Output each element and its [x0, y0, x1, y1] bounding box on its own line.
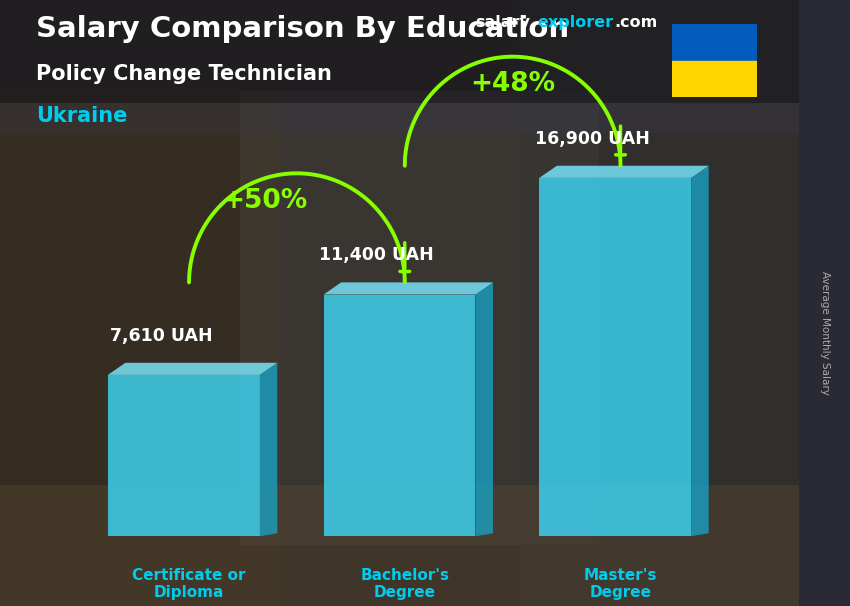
- Bar: [672, 24, 756, 61]
- Polygon shape: [539, 178, 691, 536]
- Text: 16,900 UAH: 16,900 UAH: [535, 130, 650, 148]
- Text: salary: salary: [475, 15, 530, 30]
- Text: +48%: +48%: [470, 71, 555, 97]
- Text: Bachelor's
Degree: Bachelor's Degree: [360, 568, 450, 600]
- Text: Policy Change Technician: Policy Change Technician: [36, 64, 332, 84]
- Polygon shape: [324, 282, 493, 295]
- Text: explorer: explorer: [537, 15, 613, 30]
- Bar: [0, 91, 280, 606]
- Text: .com: .com: [615, 15, 658, 30]
- Bar: [0, 0, 799, 133]
- Bar: [0, 485, 799, 606]
- Bar: [519, 0, 799, 606]
- Text: Ukraine: Ukraine: [36, 106, 127, 126]
- Text: Salary Comparison By Education: Salary Comparison By Education: [36, 15, 570, 43]
- Bar: [0, 0, 799, 103]
- Text: Certificate or
Diploma: Certificate or Diploma: [133, 568, 246, 600]
- Bar: [672, 61, 756, 97]
- Text: Master's
Degree: Master's Degree: [584, 568, 657, 600]
- Polygon shape: [539, 166, 709, 178]
- Polygon shape: [475, 282, 493, 536]
- Text: 7,610 UAH: 7,610 UAH: [110, 327, 212, 345]
- Polygon shape: [108, 375, 260, 536]
- Bar: [240, 91, 599, 545]
- Polygon shape: [691, 166, 709, 536]
- Polygon shape: [324, 295, 475, 536]
- Polygon shape: [260, 363, 277, 536]
- Text: 11,400 UAH: 11,400 UAH: [320, 246, 434, 264]
- Text: +50%: +50%: [223, 188, 308, 213]
- Polygon shape: [108, 363, 277, 375]
- Text: Average Monthly Salary: Average Monthly Salary: [819, 271, 830, 395]
